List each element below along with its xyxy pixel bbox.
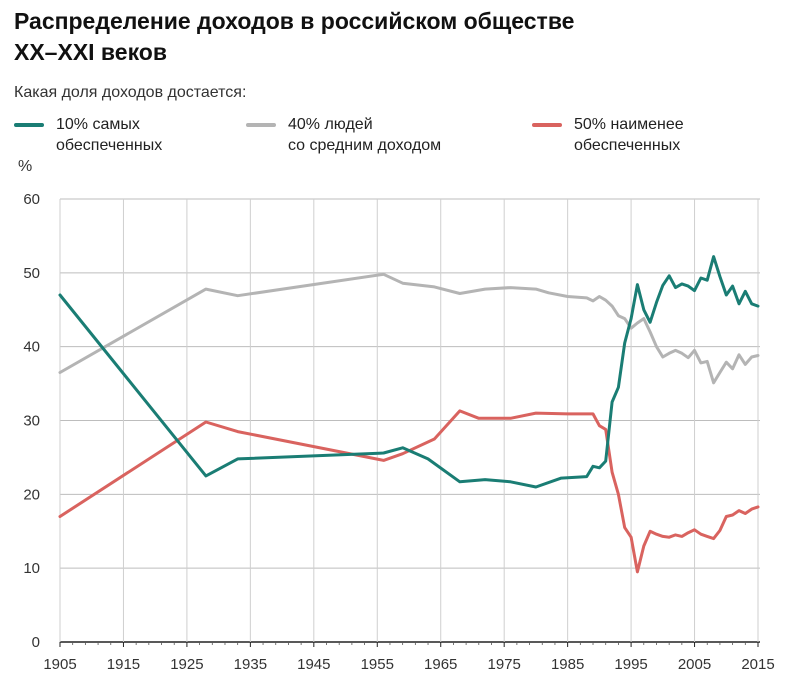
legend-label-top10: 10% самых обеспеченных xyxy=(56,116,163,154)
x-tick-label-1915: 1915 xyxy=(107,656,140,673)
series-line-2 xyxy=(58,255,760,489)
x-tick-label-1935: 1935 xyxy=(234,656,267,673)
y-tick-label-50: 50 xyxy=(23,265,40,282)
chart-subtitle: Какая доля доходов достается: xyxy=(14,84,247,101)
legend-label-bottom50: 50% наименее обеспеченных xyxy=(574,116,684,154)
x-tick-label-1925: 1925 xyxy=(170,656,203,673)
y-tick-label-10: 10 xyxy=(23,560,40,577)
title-line-2: XX–XXI веков xyxy=(14,39,167,65)
y-tick-label-60: 60 xyxy=(23,191,40,208)
series-line-1 xyxy=(58,409,760,574)
chart-title: Распределение доходов в российском общес… xyxy=(14,6,574,68)
x-tick-label-1955: 1955 xyxy=(361,656,394,673)
legend-label-middle40: 40% людей со средним доходом xyxy=(288,116,442,154)
x-tick-label-1995: 1995 xyxy=(614,656,647,673)
x-tick-label-1945: 1945 xyxy=(297,656,330,673)
x-tick-label-1965: 1965 xyxy=(424,656,457,673)
legend-item-top10: 10% самых обеспеченных xyxy=(14,114,162,156)
y-tick-label-0: 0 xyxy=(32,634,40,651)
legend-item-bottom50: 50% наименее обеспеченных xyxy=(532,114,684,156)
x-tick-label-1905: 1905 xyxy=(43,656,76,673)
y-axis-unit: % xyxy=(18,158,33,175)
legend-swatch-bottom50 xyxy=(532,123,562,127)
legend-item-middle40: 40% людей со средним доходом xyxy=(246,114,441,156)
y-tick-label-30: 30 xyxy=(23,413,40,430)
x-tick-label-1985: 1985 xyxy=(551,656,584,673)
title-line-1: Распределение доходов в российском общес… xyxy=(14,8,575,34)
x-tick-label-2015: 2015 xyxy=(741,656,774,673)
legend-swatch-top10 xyxy=(14,123,44,127)
y-tick-label-20: 20 xyxy=(23,486,40,503)
x-tick-label-1975: 1975 xyxy=(487,656,520,673)
series-line-0 xyxy=(58,272,760,385)
legend-swatch-middle40 xyxy=(246,123,276,127)
x-tick-label-2005: 2005 xyxy=(678,656,711,673)
y-tick-label-40: 40 xyxy=(23,339,40,356)
